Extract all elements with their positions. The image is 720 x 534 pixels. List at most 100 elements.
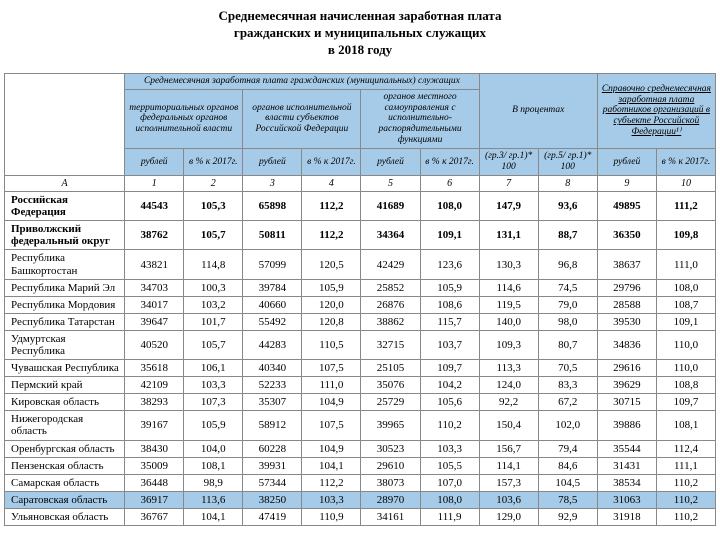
value-cell: 112,2 <box>302 221 361 250</box>
value-cell: 28970 <box>361 491 420 508</box>
value-cell: 156,7 <box>479 440 538 457</box>
value-cell: 109,3 <box>479 330 538 359</box>
title-line1: Среднемесячная начисленная заработная пл… <box>219 8 502 23</box>
value-cell: 39629 <box>597 377 656 394</box>
value-cell: 39530 <box>597 313 656 330</box>
colnum-10: 10 <box>656 176 715 192</box>
value-cell: 108,6 <box>420 296 479 313</box>
value-cell: 57344 <box>243 474 302 491</box>
value-cell: 114,1 <box>479 457 538 474</box>
value-cell: 111,0 <box>302 377 361 394</box>
table-row: Саратовская область36917113,638250103,32… <box>5 491 716 508</box>
value-cell: 147,9 <box>479 192 538 221</box>
title-line3: в 2018 году <box>328 42 392 57</box>
value-cell: 49895 <box>597 192 656 221</box>
hdr-pct-2: в % к 2017г. <box>302 149 361 176</box>
colnum-4: 4 <box>302 176 361 192</box>
region-cell: Саратовская область <box>5 491 125 508</box>
value-cell: 25729 <box>361 394 420 411</box>
value-cell: 104,9 <box>302 440 361 457</box>
value-cell: 50811 <box>243 221 302 250</box>
value-cell: 36350 <box>597 221 656 250</box>
region-cell: Нижегородская область <box>5 411 125 440</box>
table-header: Среднемесячная заработная плата гражданс… <box>5 73 716 191</box>
hdr-g1b: органов исполнительной власти субъектов … <box>243 89 361 149</box>
value-cell: 112,2 <box>302 474 361 491</box>
value-cell: 39965 <box>361 411 420 440</box>
value-cell: 92,9 <box>538 508 597 525</box>
value-cell: 34703 <box>125 279 184 296</box>
value-cell: 40340 <box>243 360 302 377</box>
value-cell: 34364 <box>361 221 420 250</box>
value-cell: 39931 <box>243 457 302 474</box>
value-cell: 104,1 <box>184 508 243 525</box>
value-cell: 104,5 <box>538 474 597 491</box>
hdr-g1a: территориальных органов федеральных орга… <box>125 89 243 149</box>
value-cell: 39167 <box>125 411 184 440</box>
value-cell: 88,7 <box>538 221 597 250</box>
value-cell: 107,5 <box>302 411 361 440</box>
value-cell: 113,3 <box>479 360 538 377</box>
value-cell: 74,5 <box>538 279 597 296</box>
value-cell: 40520 <box>125 330 184 359</box>
value-cell: 57099 <box>243 250 302 279</box>
value-cell: 92,2 <box>479 394 538 411</box>
value-cell: 107,0 <box>420 474 479 491</box>
value-cell: 32715 <box>361 330 420 359</box>
value-cell: 39784 <box>243 279 302 296</box>
value-cell: 105,9 <box>420 279 479 296</box>
value-cell: 39886 <box>597 411 656 440</box>
value-cell: 93,6 <box>538 192 597 221</box>
value-cell: 105,7 <box>184 221 243 250</box>
value-cell: 39647 <box>125 313 184 330</box>
value-cell: 28588 <box>597 296 656 313</box>
value-cell: 130,3 <box>479 250 538 279</box>
region-cell: Республика Башкортостан <box>5 250 125 279</box>
value-cell: 110,0 <box>656 360 715 377</box>
value-cell: 108,0 <box>656 279 715 296</box>
value-cell: 30523 <box>361 440 420 457</box>
colnum-9: 9 <box>597 176 656 192</box>
table-row: Российская Федерация44543105,365898112,2… <box>5 192 716 221</box>
value-cell: 34017 <box>125 296 184 313</box>
value-cell: 129,0 <box>479 508 538 525</box>
value-cell: 38073 <box>361 474 420 491</box>
value-cell: 108,8 <box>656 377 715 394</box>
table-row: Самарская область3644898,957344112,23807… <box>5 474 716 491</box>
value-cell: 105,3 <box>184 192 243 221</box>
value-cell: 108,0 <box>420 491 479 508</box>
value-cell: 108,1 <box>184 457 243 474</box>
region-cell: Пензенская область <box>5 457 125 474</box>
value-cell: 36767 <box>125 508 184 525</box>
value-cell: 111,9 <box>420 508 479 525</box>
value-cell: 110,2 <box>656 474 715 491</box>
hdr-pct-4: в % к 2017г. <box>656 149 715 176</box>
region-cell: Удмуртская Республика <box>5 330 125 359</box>
value-cell: 43821 <box>125 250 184 279</box>
value-cell: 105,9 <box>302 279 361 296</box>
value-cell: 103,3 <box>420 440 479 457</box>
value-cell: 96,8 <box>538 250 597 279</box>
value-cell: 38862 <box>361 313 420 330</box>
value-cell: 55492 <box>243 313 302 330</box>
value-cell: 109,1 <box>420 221 479 250</box>
value-cell: 150,4 <box>479 411 538 440</box>
value-cell: 107,5 <box>302 360 361 377</box>
table-row: Республика Марий Эл34703100,339784105,92… <box>5 279 716 296</box>
table-row: Оренбургская область38430104,060228104,9… <box>5 440 716 457</box>
value-cell: 84,6 <box>538 457 597 474</box>
colnum-A: А <box>5 176 125 192</box>
value-cell: 120,5 <box>302 250 361 279</box>
value-cell: 108,1 <box>656 411 715 440</box>
value-cell: 38762 <box>125 221 184 250</box>
table-row: Республика Башкортостан43821114,85709912… <box>5 250 716 279</box>
value-cell: 36448 <box>125 474 184 491</box>
value-cell: 103,3 <box>302 491 361 508</box>
colnum-3: 3 <box>243 176 302 192</box>
value-cell: 25852 <box>361 279 420 296</box>
value-cell: 98,0 <box>538 313 597 330</box>
value-cell: 80,7 <box>538 330 597 359</box>
value-cell: 47419 <box>243 508 302 525</box>
value-cell: 42429 <box>361 250 420 279</box>
value-cell: 111,1 <box>656 457 715 474</box>
